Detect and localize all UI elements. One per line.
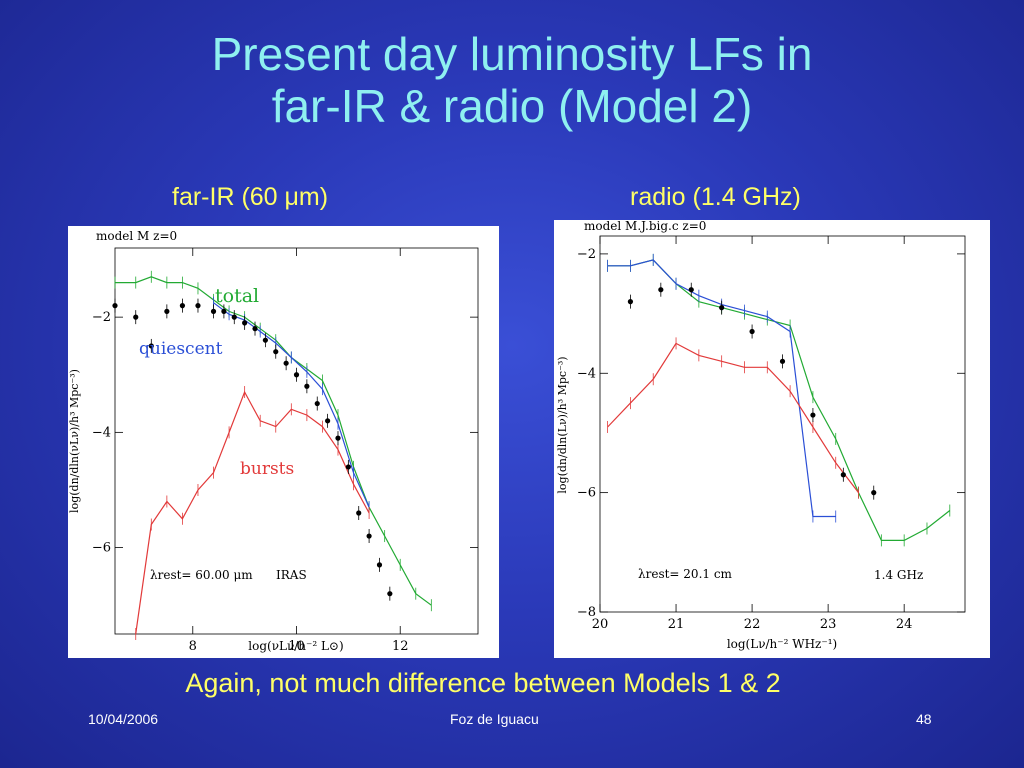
data-point [658,287,664,293]
survey-label: 1.4 GHz [874,568,923,582]
x-tick-label: 8 [189,639,197,654]
series-line-bursts [135,390,370,635]
plot-frame [599,235,966,613]
y-axis-label: log(dn/dln(Lν)/h³ Mpc⁻³) [556,356,569,493]
x-axis-label: log(νLν/h⁻² L⊙) [248,639,343,653]
data-point [242,320,248,326]
x-tick-label: 24 [896,617,913,632]
annotation-total: total [215,285,259,307]
data-point [325,418,331,424]
subtitle-far-ir: far-IR (60 μm) [172,183,329,211]
data-point [627,299,634,305]
slide-title: Present day luminosity LFs in far-IR & r… [0,28,1024,132]
x-tick-label: 21 [668,617,685,632]
series-line-total [607,259,951,541]
data-point [112,303,118,309]
y-axis-label: log(dn/dln(νLν)/h³ Mpc⁻³) [68,369,81,513]
data-point [210,308,217,314]
data-point [273,349,279,355]
data-point [376,562,383,568]
survey-label: IRAS [276,568,307,582]
data-point [840,472,846,478]
x-tick-label: 10 [288,639,305,654]
series-line-total [115,276,432,606]
x-tick-label: 22 [744,617,761,632]
chart-header: model M z=0 [96,229,177,243]
title-line-2: far-IR & radio (Model 2) [271,80,753,132]
data-point [221,308,227,314]
data-point [314,400,320,407]
annotation-bursts: bursts [240,459,294,479]
y-tick-label: −2 [92,310,111,325]
x-axis-label: log(Lν/h⁻² WHz⁻¹) [727,637,837,651]
y-tick-label: −4 [577,366,596,381]
far-ir-chart-panel: model M z=0 8 10 12 −2 −4 −6 log(νLν/h⁻² L⊙) … [68,226,499,658]
chart-header: model M.J.big.c z=0 [584,220,706,233]
data-point [133,314,139,320]
data-point [719,305,725,311]
data-point [779,358,786,364]
data-point [148,343,154,349]
y-tick-label: −8 [577,605,596,620]
far-ir-chart: model M z=0 8 10 12−2−4−6 log(νLν/h⁻² L⊙) … [68,229,479,654]
data-point [345,464,351,470]
series-line-bursts [607,342,859,493]
x-tick-label: 20 [592,617,609,632]
subtitle-radio: radio (1.4 GHz) [630,183,801,211]
data-point [164,308,170,314]
data-point [387,591,393,597]
data-point [749,328,755,335]
data-point [262,337,268,343]
series-line-quiescent [607,259,836,518]
y-tick-label: −2 [577,247,596,262]
data-point [356,510,362,516]
annotation-quiescent: quiescent [139,339,223,359]
footer-center: Foz de Iguacu [450,711,539,727]
data-point [195,303,201,309]
data-point [179,303,186,309]
y-tick-label: −4 [92,425,111,440]
lambda-label: λrest= 60.00 μm [150,568,253,582]
x-tick-label: 23 [820,617,837,632]
data-point [293,372,300,378]
y-tick-label: −6 [92,541,111,556]
radio-chart: model M.J.big.c z=0 20 21 22 23 24 −2 −4 −6 −8 l… [556,220,966,651]
data-point [366,533,372,539]
footer-page: 48 [916,711,932,727]
data-point [252,326,258,332]
data-point [283,360,289,366]
data-point [810,412,816,418]
data-point [231,314,237,320]
footer-date: 10/04/2006 [88,711,159,727]
data-point [871,490,877,496]
y-tick-label: −6 [577,486,596,501]
radio-chart-panel: model M.J.big.c z=0 20 21 22 23 24 −2 −4 −6 −8 l… [554,220,990,658]
lambda-label: λrest= 20.1 cm [638,567,733,581]
data-point [304,383,310,389]
bottom-message: Again, not much difference between Model… [185,668,781,698]
data-point [688,287,694,293]
data-point [335,435,341,441]
title-line-1: Present day luminosity LFs in [211,28,813,80]
x-tick-label: 12 [392,639,409,654]
